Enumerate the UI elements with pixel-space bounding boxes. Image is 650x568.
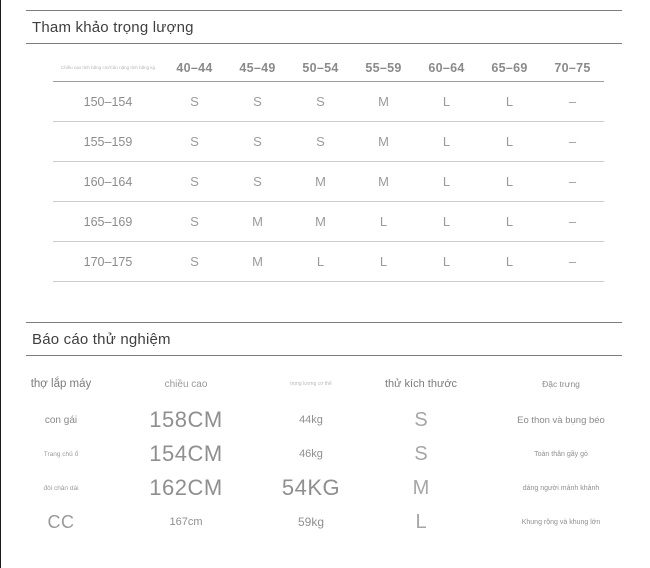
size-cell: S	[414, 442, 428, 465]
weight-col-header: 70–75	[554, 61, 591, 75]
weight-col-header: 45–49	[239, 61, 276, 75]
weight-cell: 54KG	[281, 475, 341, 500]
size-cell: L	[505, 174, 514, 189]
height-cell: 154CM	[149, 441, 223, 466]
size-cell: S	[253, 134, 262, 149]
test-report-header-row: thợ lắp máy chiều cao trọng lượng cơ thể…	[1, 365, 650, 403]
test-report-row: CC 167cm 59kg L Khung rộng và khung lớn	[1, 505, 650, 539]
size-cell: M	[252, 214, 263, 229]
size-table-header-row: Chiều cao tính bằng cm/Cân nặng tính bằn…	[53, 55, 604, 82]
size-cell: S	[253, 94, 262, 109]
weight-cell: 59kg	[297, 515, 325, 529]
tester-cell: đôi chân dài	[43, 484, 79, 492]
size-table-row: 155–159 S S S M L L –	[53, 122, 604, 162]
size-cell: S	[190, 254, 199, 269]
size-cell: S	[190, 134, 199, 149]
size-cell: L	[442, 254, 451, 269]
weight-col-header: 55–59	[365, 61, 402, 75]
size-cell: L	[505, 134, 514, 149]
size-table-row: 165–169 S M M L L L –	[53, 202, 604, 242]
size-table-row: 150–154 S S S M L L –	[53, 82, 604, 122]
bodyweight-col-header: trọng lượng cơ thể	[290, 381, 332, 387]
height-cell: 158CM	[149, 407, 223, 432]
feature-cell: Eo thon và bụng béo	[517, 414, 605, 426]
feature-col-header: Đặc trưng	[542, 379, 580, 389]
tester-cell: con gái	[44, 414, 78, 426]
size-cell: M	[315, 174, 326, 189]
size-cell: L	[442, 214, 451, 229]
size-cell: S	[316, 94, 325, 109]
height-row-label: 160–164	[83, 174, 133, 189]
test-report-row: đôi chân dài 162CM 54KG M dáng người mản…	[1, 471, 650, 505]
size-cell: L	[379, 214, 388, 229]
weight-col-header: 65–69	[491, 61, 528, 75]
section1-title: Tham khảo trọng lượng	[32, 19, 194, 36]
size-cell: S	[316, 134, 325, 149]
section2-top-divider	[26, 322, 622, 323]
size-cell: L	[505, 214, 514, 229]
weight-cell: 46kg	[299, 448, 323, 460]
test-report-row: con gái 158CM 44kg S Eo thon và bụng béo	[1, 403, 650, 437]
size-cell: L	[442, 94, 451, 109]
height-cell: 167cm	[169, 516, 203, 528]
size-cell: S	[253, 174, 262, 189]
test-report-table: thợ lắp máy chiều cao trọng lượng cơ thể…	[1, 365, 650, 539]
feature-cell: dáng người mảnh khảnh	[522, 484, 600, 492]
size-cell: M	[378, 174, 389, 189]
size-cell: L	[505, 94, 514, 109]
weight-col-header: 50–54	[302, 61, 339, 75]
size-cell: –	[568, 254, 577, 269]
size-table-corner-label: Chiều cao tính bằng cm/Cân nặng tính bằn…	[60, 65, 156, 71]
size-cell: L	[379, 254, 388, 269]
size-cell: S	[414, 408, 428, 431]
section2-bottom-divider	[26, 355, 622, 356]
size-table-row: 170–175 S M L L L L –	[53, 242, 604, 282]
height-row-label: 150–154	[83, 94, 133, 109]
weight-cell: 44kg	[299, 414, 323, 426]
test-report-row: Trang chủ ổ 154CM 46kg S Toàn thân gầy g…	[1, 437, 650, 471]
size-cell: –	[568, 134, 577, 149]
size-cell: L	[316, 254, 325, 269]
size-cell: M	[378, 134, 389, 149]
size-table-row: 160–164 S S M M L L –	[53, 162, 604, 202]
size-cell: M	[412, 476, 430, 499]
tester-cell: Trang chủ ổ	[43, 450, 79, 458]
size-cell: M	[378, 94, 389, 109]
feature-cell: Khung rộng và khung lớn	[521, 518, 601, 526]
height-col-header: chiều cao	[164, 378, 208, 390]
size-cell: S	[190, 214, 199, 229]
section1-bottom-divider	[26, 43, 622, 44]
size-cell: –	[568, 94, 577, 109]
height-row-label: 155–159	[83, 134, 133, 149]
section2-title: Báo cáo thử nghiệm	[32, 331, 171, 348]
size-reference-table: Chiều cao tính bằng cm/Cân nặng tính bằn…	[53, 55, 604, 282]
size-cell: L	[442, 134, 451, 149]
size-cell: L	[442, 174, 451, 189]
weight-col-header: 60–64	[428, 61, 465, 75]
feature-cell: Toàn thân gầy gò	[534, 450, 588, 458]
weight-col-header: 40–44	[176, 61, 213, 75]
height-row-label: 170–175	[83, 254, 133, 269]
height-row-label: 165–169	[83, 214, 133, 229]
size-cell: M	[252, 254, 263, 269]
tester-cell: CC	[47, 511, 75, 532]
size-cell: L	[415, 510, 427, 533]
size-cell: S	[190, 174, 199, 189]
size-cell: M	[315, 214, 326, 229]
tester-col-header: thợ lắp máy	[30, 378, 92, 390]
height-cell: 162CM	[149, 475, 223, 500]
size-cell: L	[505, 254, 514, 269]
size-cell: S	[190, 94, 199, 109]
section1-top-divider	[26, 10, 622, 11]
test-size-col-header: thử kích thước	[384, 378, 458, 390]
size-cell: –	[568, 174, 577, 189]
size-cell: –	[568, 214, 577, 229]
